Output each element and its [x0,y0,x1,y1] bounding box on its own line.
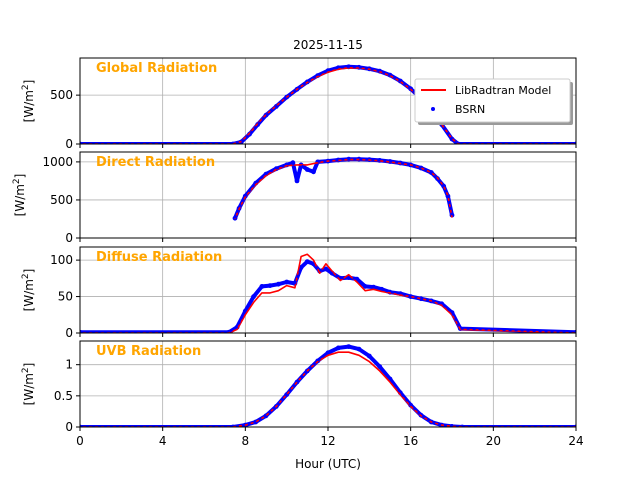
legend: LibRadtran Model BSRN [414,78,573,125]
y-tick-label: 100 [50,253,73,267]
figure-title: 2025-11-15 [293,38,363,52]
legend-model-label: LibRadtran Model [455,84,551,97]
x-tick-label: 24 [568,434,583,448]
series-bsrn-overlay [80,345,576,427]
y-tick-label: 0 [65,231,73,245]
y-tick-label: 1 [65,358,73,372]
y-tick-label: 0 [65,420,73,434]
panel-label: Global Radiation [96,61,217,76]
y-tick-label: 0 [65,137,73,151]
panel-label: Diffuse Radiation [96,250,222,265]
y-tick-label: 1000 [42,155,73,169]
y-axis-label: [W/m2] [12,174,27,217]
legend-box [414,78,571,123]
x-tick-label: 4 [159,434,167,448]
x-tick-label: 0 [76,434,84,448]
x-tick-label: 8 [242,434,250,448]
panel-label: Direct Radiation [96,155,215,170]
y-axis-label: [W/m2] [21,363,36,406]
y-tick-label: 0.5 [54,389,73,403]
x-tick-label: 16 [403,434,418,448]
y-axis-label: [W/m2] [21,80,36,123]
legend-obs-label: BSRN [455,103,485,116]
y-tick-label: 0 [65,326,73,340]
legend-obs-swatch [431,107,435,111]
y-tick-label: 500 [50,193,73,207]
x-axis-label: Hour (UTC) [295,457,361,471]
y-axis-label: [W/m2] [21,269,36,312]
panel-2: 0 500 1000 Direct Radiation [W/m2] [12,151,577,245]
series-bsrn-overlay [234,158,453,219]
y-tick-label: 500 [50,88,73,102]
panel-3: 0 50 100 Diffuse Radiation [W/m2] [21,246,577,340]
x-tick-label: 12 [320,434,335,448]
panel-4: 0 0.5 1 0 4 8 12 16 20 24 UVB Radiation [W/m2] [21,340,584,448]
panel-label: UVB Radiation [96,344,201,359]
series-bsrn-overlay [80,260,576,333]
y-tick-label: 50 [58,290,73,304]
x-tick-label: 20 [486,434,501,448]
